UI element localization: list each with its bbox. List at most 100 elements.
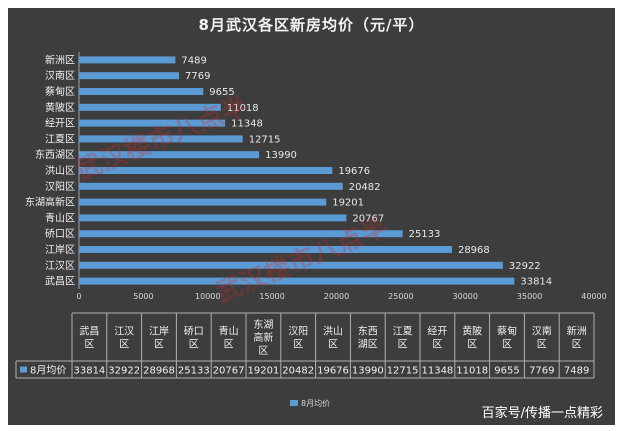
x-tick-label: 35000: [517, 292, 542, 301]
table-value: 25133: [178, 366, 210, 377]
table-value: 13990: [352, 366, 384, 377]
table-value: 7769: [529, 366, 554, 377]
bar: [79, 151, 260, 159]
data-label: 33814: [520, 277, 552, 288]
table-header-text: 硚口: [184, 326, 204, 338]
category-label: 江岸区: [45, 244, 75, 256]
category-label: 武昌区: [45, 275, 75, 288]
bar: [79, 56, 176, 64]
x-tick-label: 20000: [324, 292, 349, 301]
table-value: 19676: [317, 366, 349, 377]
table-header-text: 区: [189, 339, 199, 351]
bar: [79, 135, 243, 143]
category-label: 洪山区: [45, 165, 75, 177]
data-label: 13990: [265, 150, 297, 161]
table-header-text: 高新: [253, 331, 273, 344]
table-header-text: 湖区: [358, 339, 378, 351]
category-label: 江汉区: [45, 260, 75, 272]
bar: [79, 72, 180, 80]
x-tick-label: 25000: [388, 292, 413, 301]
table-header-text: 区: [293, 339, 303, 351]
table-value: 28968: [143, 366, 175, 377]
table-header-text: 区: [502, 339, 512, 351]
table-value: 11018: [456, 366, 488, 377]
bar: [79, 246, 452, 253]
table-header-text: 区: [537, 339, 547, 351]
category-label: 硚口区: [45, 228, 75, 240]
table-header-text: 区: [467, 339, 477, 351]
bar: [79, 214, 347, 222]
table-value: 20767: [213, 366, 245, 377]
x-tick-label: 30000: [453, 292, 478, 301]
table-value: 33814: [73, 366, 105, 377]
table-header-text: 区: [84, 339, 94, 351]
data-label: 19201: [332, 198, 364, 209]
data-label: 19676: [338, 166, 370, 177]
table-header-text: 汉南: [532, 325, 552, 338]
category-label: 汉南区: [45, 69, 75, 82]
table-value: 7489: [564, 366, 589, 377]
legend-swatch: [20, 366, 27, 373]
table-value: 19201: [247, 366, 279, 377]
data-label: 20482: [349, 182, 381, 193]
table-header-text: 区: [432, 339, 442, 351]
x-tick-label: 15000: [259, 292, 284, 301]
x-tick-label: 0: [76, 292, 81, 301]
category-label: 青山区: [45, 211, 75, 224]
table-header-text: 东西: [358, 325, 378, 338]
category-label: 江夏区: [45, 133, 75, 145]
data-label: 20767: [352, 213, 384, 224]
bar: [79, 119, 226, 127]
table-header-text: 汉阳: [288, 326, 308, 338]
category-label: 东西湖区: [35, 148, 75, 161]
table-value: 11348: [421, 366, 453, 377]
x-tick-label: 10000: [195, 292, 220, 301]
credit-text: 百家号/传播一点精彩: [481, 406, 603, 421]
table-value: 20482: [282, 366, 314, 377]
table-header-text: 区: [572, 339, 582, 351]
table-header-text: 蔡甸: [497, 325, 517, 338]
table-header-text: 武昌: [79, 325, 99, 338]
table-header-text: 黄陂: [462, 325, 482, 338]
table-value: 32922: [108, 366, 140, 377]
table-header-text: 区: [119, 339, 129, 351]
data-label: 12715: [249, 134, 281, 145]
legend-swatch: [290, 400, 298, 406]
table-header-text: 经开: [427, 325, 447, 338]
category-label: 汉阳区: [45, 181, 75, 193]
table-header-text: 东湖: [253, 318, 273, 331]
table-header-text: 洪山: [323, 326, 343, 338]
bar: [79, 277, 515, 285]
data-label: 9655: [209, 87, 234, 98]
data-label: 11348: [231, 119, 263, 130]
bar: [79, 198, 327, 206]
data-label: 25133: [409, 229, 441, 240]
table-header-text: 新洲: [567, 325, 587, 338]
table-header-text: 江岸: [149, 326, 169, 338]
data-label: 7769: [185, 71, 210, 82]
bar: [79, 261, 503, 269]
data-label: 28968: [458, 245, 490, 256]
table-value: 9655: [494, 366, 519, 377]
category-label: 黄陂区: [45, 101, 75, 114]
legend-label: 8月均价: [301, 398, 330, 408]
data-label: 11018: [227, 103, 259, 114]
category-label: 新洲区: [45, 53, 75, 66]
x-tick-label: 5000: [133, 292, 153, 301]
table-series-label: 8月均价: [30, 365, 66, 377]
bar: [79, 182, 343, 190]
category-label: 经开区: [45, 117, 75, 130]
x-tick-label: 40000: [581, 292, 606, 301]
chart-title: 8月武汉各区新房均价（元/平）: [198, 16, 425, 34]
table-value: 12715: [387, 366, 419, 377]
table-header-text: 区: [258, 345, 268, 357]
bar: [79, 230, 403, 238]
category-label: 东湖高新区: [25, 196, 75, 209]
table-header-text: 江汉: [114, 326, 134, 338]
data-label: 7489: [181, 55, 206, 66]
category-label: 蔡甸区: [45, 85, 75, 98]
bar: [79, 88, 204, 95]
table-header-text: 区: [154, 339, 164, 351]
table-header-text: 区: [224, 339, 234, 351]
